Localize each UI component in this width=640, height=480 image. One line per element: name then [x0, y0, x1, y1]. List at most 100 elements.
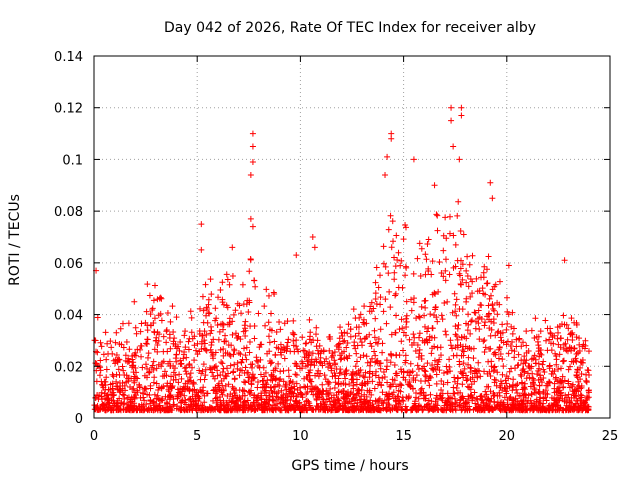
data-point: [487, 292, 494, 299]
data-point: [421, 339, 428, 346]
data-point: [170, 329, 177, 336]
data-point: [105, 404, 112, 411]
data-point: [435, 358, 442, 365]
data-point: [371, 327, 378, 334]
data-point: [398, 382, 405, 389]
data-point: [156, 295, 163, 302]
data-point: [385, 396, 392, 403]
data-point: [163, 326, 170, 333]
data-point: [317, 354, 324, 361]
data-point: [281, 320, 288, 327]
data-point: [266, 339, 273, 346]
data-point: [424, 360, 431, 367]
data-point: [514, 398, 521, 405]
data-point: [485, 358, 492, 365]
data-point: [501, 394, 508, 401]
data-point: [431, 343, 438, 350]
data-point: [103, 356, 110, 363]
data-point: [478, 302, 485, 309]
data-point: [533, 396, 540, 403]
data-point: [146, 368, 153, 375]
data-point: [519, 367, 526, 374]
data-point: [425, 325, 432, 332]
data-point: [249, 143, 256, 150]
data-point: [353, 358, 360, 365]
data-point: [557, 335, 564, 342]
data-point: [532, 356, 539, 363]
data-point: [348, 372, 355, 379]
data-point: [466, 261, 473, 268]
data-point: [396, 352, 403, 359]
data-point: [454, 212, 461, 219]
data-point: [495, 328, 502, 335]
data-point: [103, 366, 110, 373]
data-point: [197, 305, 204, 312]
data-point: [320, 347, 327, 354]
data-point: [376, 379, 383, 386]
data-point: [546, 402, 553, 409]
data-point: [368, 343, 375, 350]
data-point: [215, 336, 222, 343]
data-point: [513, 336, 520, 343]
data-point: [568, 358, 575, 365]
data-point: [237, 367, 244, 374]
data-point: [428, 398, 435, 405]
data-point: [410, 270, 417, 277]
data-point: [403, 315, 410, 322]
data-point: [110, 357, 117, 364]
data-point: [523, 375, 530, 382]
data-point: [205, 309, 212, 316]
data-point: [443, 235, 450, 242]
data-point: [285, 407, 292, 414]
data-point: [502, 385, 509, 392]
data-point: [187, 370, 194, 377]
data-point: [463, 377, 470, 384]
data-point: [428, 334, 435, 341]
data-point: [309, 350, 316, 357]
data-point: [198, 338, 205, 345]
data-point: [296, 400, 303, 407]
data-point: [446, 271, 453, 278]
data-point: [269, 377, 276, 384]
data-point: [463, 320, 470, 327]
data-point: [131, 389, 138, 396]
data-point: [434, 396, 441, 403]
data-point: [174, 403, 181, 410]
data-point: [346, 398, 353, 405]
data-point: [565, 325, 572, 332]
data-point: [536, 399, 543, 406]
data-point: [125, 358, 132, 365]
data-point: [337, 369, 344, 376]
data-point: [144, 354, 151, 361]
data-point: [504, 396, 511, 403]
data-point: [363, 393, 370, 400]
data-point: [276, 382, 283, 389]
data-point: [203, 304, 210, 311]
data-point: [518, 373, 525, 380]
data-point: [113, 329, 120, 336]
data-point: [200, 384, 207, 391]
y-tick-label: 0.1: [62, 153, 83, 168]
data-point: [467, 392, 474, 399]
data-point: [254, 384, 261, 391]
data-point: [452, 301, 459, 308]
data-point: [540, 358, 547, 365]
data-point: [201, 328, 208, 335]
data-point: [361, 374, 368, 381]
data-point: [113, 371, 120, 378]
data-point: [463, 399, 470, 406]
data-point: [519, 339, 526, 346]
data-point: [471, 389, 478, 396]
data-point: [133, 330, 140, 337]
data-point: [555, 366, 562, 373]
data-point: [417, 390, 424, 397]
data-point: [331, 348, 338, 355]
data-point: [375, 335, 382, 342]
data-point: [585, 348, 592, 355]
data-point: [159, 373, 166, 380]
data-point: [336, 370, 343, 377]
data-point: [329, 350, 336, 357]
data-point: [418, 303, 425, 310]
data-point: [295, 391, 302, 398]
data-point: [553, 356, 560, 363]
